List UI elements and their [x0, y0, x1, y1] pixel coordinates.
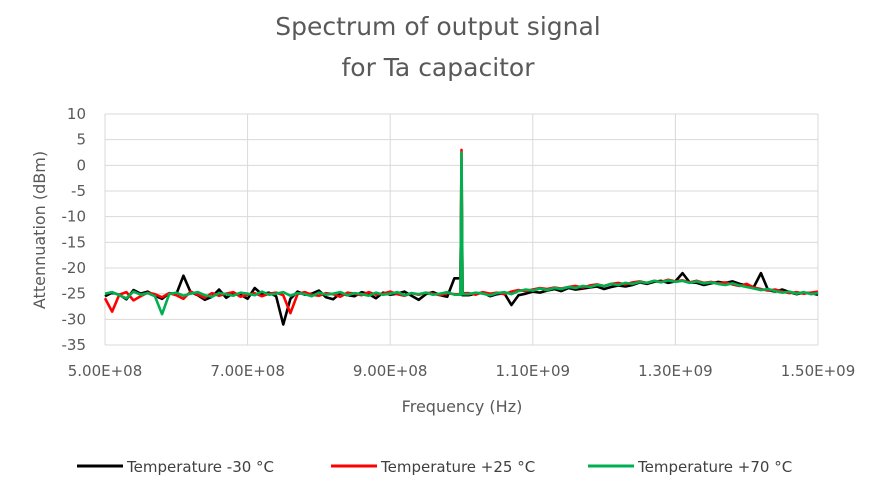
legend-label: Temperature +70 °C	[637, 458, 792, 476]
y-axis-ticks: 10 5 0 -5 -10 -15 -20 -25 -30 -35	[62, 105, 87, 354]
x-tick-label: 1.50E+09	[781, 362, 856, 380]
y-tick-label: -25	[62, 285, 87, 303]
x-tick-label: 7.00E+08	[210, 362, 285, 380]
legend-item: Temperature +25 °C	[331, 458, 535, 476]
legend: Temperature -30 °C Temperature +25 °C Temp…	[77, 458, 792, 476]
chart-title-line-2: for Ta capacitor	[341, 53, 535, 82]
legend-item: Temperature +70 °C	[588, 458, 792, 476]
x-axis-title: Frequency (Hz)	[402, 397, 523, 416]
y-tick-label: -20	[62, 259, 87, 277]
legend-label: Temperature -30 °C	[126, 458, 274, 476]
y-tick-label: -5	[71, 182, 86, 200]
legend-label: Temperature +25 °C	[380, 458, 535, 476]
y-tick-label: -35	[62, 336, 87, 354]
x-tick-label: 5.00E+08	[68, 362, 143, 380]
x-tick-label: 9.00E+08	[353, 362, 428, 380]
x-axis-ticks: 5.00E+08 7.00E+08 9.00E+08 1.10E+09 1.30E+09…	[68, 362, 856, 380]
y-tick-label: 0	[76, 156, 86, 174]
y-tick-label: 10	[67, 105, 86, 123]
y-tick-label: -10	[62, 208, 87, 226]
chart-title: Spectrum of output signal for Ta capacit…	[275, 12, 601, 82]
x-tick-label: 1.10E+09	[496, 362, 571, 380]
y-tick-label: -15	[62, 233, 87, 251]
series-lines	[103, 148, 819, 326]
legend-item: Temperature -30 °C	[77, 458, 274, 476]
y-tick-label: -30	[62, 310, 87, 328]
y-axis-title: Attennuation (dBm)	[30, 151, 49, 309]
series-line-temperature-plus70-c	[104, 151, 819, 316]
x-tick-label: 1.30E+09	[638, 362, 713, 380]
chart-title-line-1: Spectrum of output signal	[275, 12, 601, 41]
y-tick-label: 5	[76, 131, 86, 149]
